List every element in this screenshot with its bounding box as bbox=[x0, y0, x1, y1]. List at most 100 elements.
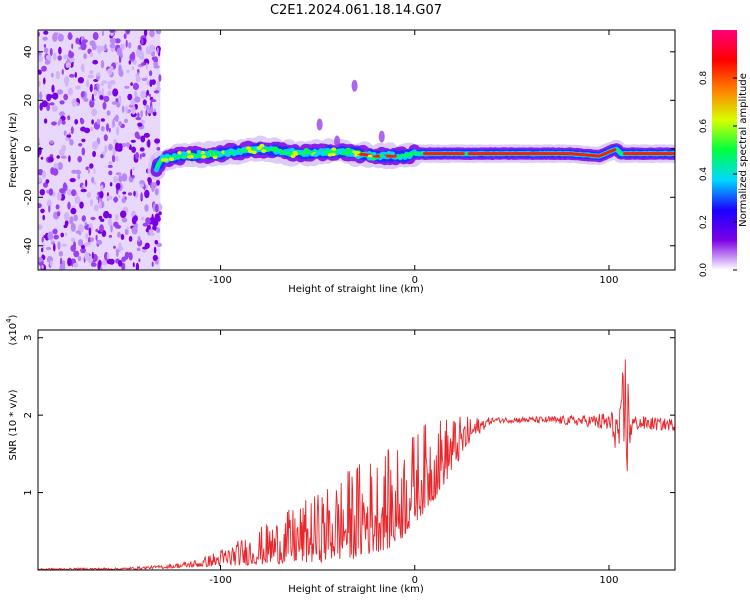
noise-speckle bbox=[38, 169, 44, 176]
isolated-feature bbox=[351, 79, 358, 92]
noise-speckle bbox=[58, 251, 63, 257]
noise-speckle bbox=[92, 59, 99, 65]
noise-speckle bbox=[71, 98, 77, 107]
noise-speckle bbox=[100, 118, 105, 122]
noise-speckle bbox=[146, 46, 149, 55]
y-tick-label: 1 bbox=[23, 489, 34, 495]
noise-speckle bbox=[139, 147, 145, 152]
noise-speckle bbox=[158, 74, 162, 82]
spectrogram-y-ticks: -40 -20 0 20 40 bbox=[23, 45, 675, 254]
noise-speckle bbox=[124, 228, 129, 236]
x-tick-label: 0 bbox=[412, 275, 418, 286]
colorbar: 0.0 0.2 0.4 0.6 0.8 Normalized spectral ampl… bbox=[699, 30, 749, 277]
y-tick-label: 40 bbox=[23, 45, 34, 58]
noise-speckle bbox=[106, 110, 111, 116]
noise-speckle bbox=[118, 69, 124, 77]
noise-speckle bbox=[115, 182, 121, 190]
noise-speckle bbox=[145, 217, 151, 225]
isolated-feature bbox=[378, 130, 385, 143]
noise-speckle bbox=[43, 234, 47, 239]
spectrogram-y-label: Frequency (Hz) bbox=[8, 112, 19, 188]
noise-speckle bbox=[67, 33, 73, 40]
noise-speckle bbox=[121, 197, 126, 204]
noise-speckle bbox=[67, 201, 71, 210]
noise-speckle bbox=[38, 203, 42, 209]
noise-speckle bbox=[137, 50, 144, 54]
ridge-blob bbox=[370, 157, 376, 161]
noise-speckle bbox=[140, 119, 145, 124]
noise-speckle bbox=[149, 79, 153, 87]
noise-speckle bbox=[100, 126, 105, 132]
noise-speckle bbox=[98, 90, 102, 97]
noise-speckle bbox=[71, 237, 76, 242]
frequency-ridge bbox=[147, 79, 675, 181]
noise-speckle bbox=[58, 148, 65, 156]
noise-speckle bbox=[41, 236, 44, 243]
noise-speckle bbox=[118, 175, 123, 183]
y-tick-label: -40 bbox=[23, 238, 34, 254]
noise-speckle bbox=[86, 79, 90, 88]
noise-speckle bbox=[80, 188, 87, 193]
noise-speckle bbox=[144, 189, 150, 199]
noise-speckle bbox=[43, 182, 48, 188]
ridge-blob bbox=[290, 154, 296, 158]
noise-speckle bbox=[52, 168, 59, 176]
noise-speckle bbox=[95, 234, 98, 241]
noise-speckle bbox=[46, 199, 52, 208]
noise-speckle bbox=[60, 155, 67, 159]
noise-speckle bbox=[109, 30, 116, 33]
ridge-blob bbox=[163, 158, 169, 162]
noise-speckle bbox=[156, 242, 162, 247]
noise-speckle bbox=[84, 221, 88, 226]
noise-speckle bbox=[40, 156, 44, 160]
noise-speckle bbox=[103, 210, 110, 219]
noise-speckle bbox=[122, 142, 127, 148]
noise-speckle bbox=[84, 252, 90, 261]
noise-speckle bbox=[44, 60, 51, 65]
noise-speckle bbox=[78, 143, 83, 147]
ridge-blob bbox=[303, 148, 309, 152]
noise-speckle bbox=[79, 201, 84, 209]
noise-speckle bbox=[137, 72, 140, 76]
noise-speckle bbox=[141, 216, 145, 221]
ridge-core bbox=[599, 148, 617, 157]
noise-speckle bbox=[77, 155, 82, 163]
noise-speckle bbox=[91, 93, 94, 102]
ridge-blob bbox=[177, 151, 183, 155]
noise-speckle bbox=[48, 205, 51, 213]
y-tick-label: 2 bbox=[23, 412, 34, 418]
noise-speckle bbox=[141, 152, 146, 158]
noise-speckle bbox=[125, 142, 130, 148]
noise-speckle bbox=[75, 169, 82, 175]
noise-speckle bbox=[65, 232, 67, 236]
noise-speckle bbox=[140, 192, 143, 200]
noise-speckle bbox=[80, 126, 87, 132]
noise-speckle bbox=[137, 235, 141, 243]
noise-speckle bbox=[51, 72, 54, 78]
ridge-blob bbox=[323, 150, 329, 155]
ridge-blob bbox=[205, 152, 211, 157]
noise-speckle bbox=[112, 147, 116, 156]
noise-speckle bbox=[142, 222, 148, 227]
noise-speckle bbox=[153, 108, 156, 113]
noise-speckle bbox=[96, 118, 101, 125]
noise-speckle bbox=[123, 33, 127, 40]
noise-speckle bbox=[115, 214, 119, 221]
noise-speckle bbox=[118, 260, 123, 267]
noise-speckle bbox=[87, 167, 90, 174]
noise-speckle bbox=[111, 154, 116, 163]
noise-speckle bbox=[137, 112, 140, 119]
noise-speckle bbox=[114, 114, 119, 122]
noise-speckle bbox=[151, 261, 154, 267]
noise-speckle bbox=[113, 138, 117, 145]
noise-speckle bbox=[132, 262, 135, 268]
noise-speckle bbox=[146, 224, 151, 231]
colorbar-tick-label: 0.2 bbox=[699, 215, 709, 229]
noise-speckle bbox=[43, 77, 46, 85]
noise-speckle bbox=[61, 120, 66, 125]
noise-speckle bbox=[149, 70, 153, 77]
noise-speckle bbox=[147, 139, 151, 148]
noise-speckle bbox=[107, 68, 113, 75]
noise-speckle bbox=[125, 30, 131, 35]
noise-speckle bbox=[128, 60, 131, 65]
